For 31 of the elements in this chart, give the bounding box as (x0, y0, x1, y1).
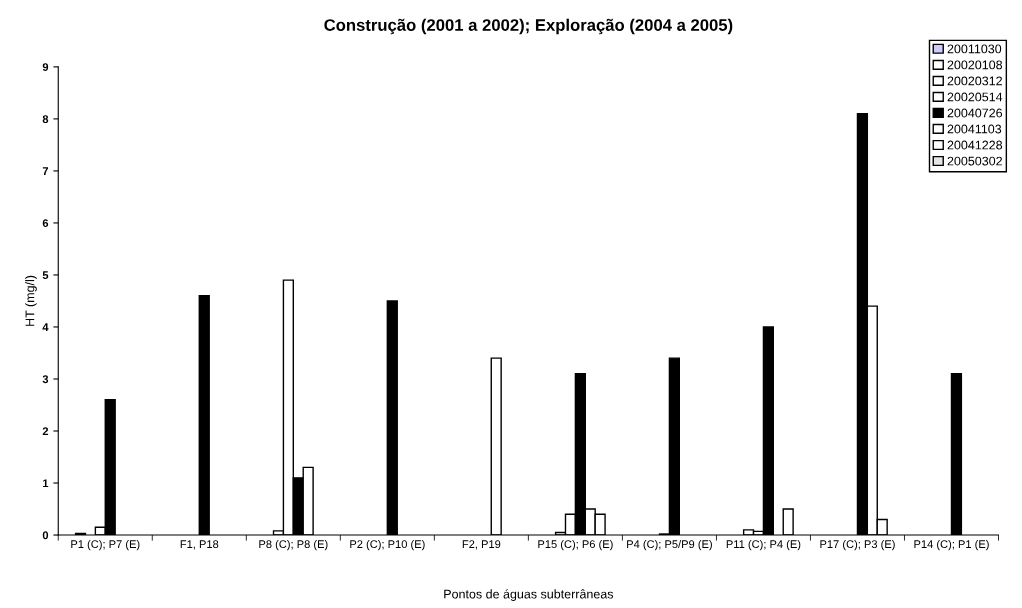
y-tick-label: 0 (42, 531, 49, 540)
x-axis-title: Pontos de águas subterrâneas (444, 589, 614, 601)
x-tick-label: P15 (C); P6 (E) (538, 539, 613, 551)
x-tick-label: P11 (C); P4 (E) (726, 539, 801, 551)
x-tick-label: P4 (C); P5/P9 (E) (627, 539, 712, 551)
legend-label: 20020108 (947, 60, 1003, 70)
legend-label: 20041228 (947, 140, 1003, 150)
legend-label: 20020514 (947, 92, 1003, 102)
y-tick-label: 7 (42, 167, 49, 175)
y-tick-label: 3 (42, 375, 49, 384)
y-tick-label: 2 (42, 427, 49, 436)
legend-label: 20041103 (947, 124, 1002, 134)
y-tick-label: 8 (42, 115, 49, 124)
x-tick-label: F2, P19 (462, 540, 501, 550)
x-tick-label: P14 (C); P1 (E) (914, 539, 989, 551)
x-tick-label: P2 (C); P10 (E) (350, 539, 425, 551)
legend-label: 20050302 (947, 156, 1002, 166)
x-tick-label: P1 (C); P7 (E) (71, 539, 140, 551)
y-tick-label: 9 (42, 63, 49, 72)
y-tick-label: 6 (42, 219, 49, 228)
x-tick-label: F1, P18 (180, 540, 219, 550)
y-tick-label: 4 (42, 323, 49, 331)
y-axis-title: HT (mg/l) (25, 275, 37, 326)
x-tick-label: P8 (C); P8 (E) (259, 539, 328, 551)
y-tick-label: 5 (42, 271, 49, 280)
legend-label: 20011030 (947, 44, 1002, 54)
y-tick-label: 1 (43, 479, 49, 488)
legend-label: 20040726 (947, 108, 1003, 118)
x-tick-label: P17 (C); P3 (E) (820, 539, 895, 551)
chart-title: Construção (2001 a 2002); Exploração (2004 a 2005) (324, 18, 733, 35)
legend-label: 20020312 (947, 76, 1002, 86)
